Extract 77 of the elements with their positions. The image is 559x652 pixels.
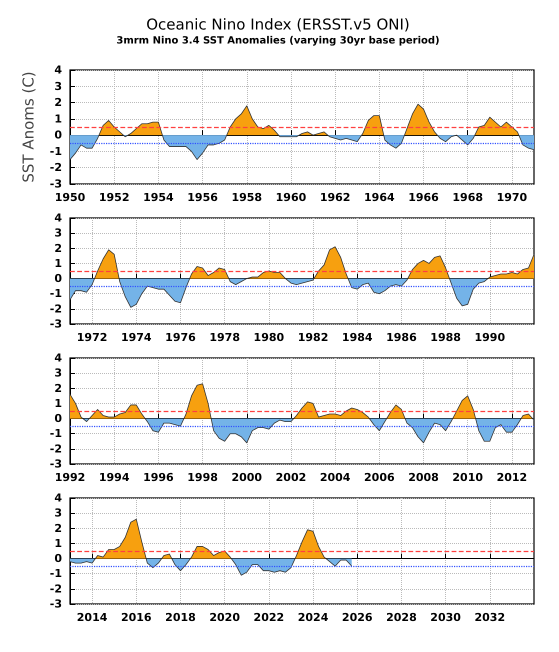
x-tick-label: 1956 <box>187 191 218 204</box>
x-tick-label: 2008 <box>408 471 439 484</box>
y-tick-label: 3 <box>54 506 62 520</box>
x-tick-label: 1966 <box>408 191 440 204</box>
x-tick-label: 2014 <box>76 611 108 624</box>
y-tick-label: 3 <box>54 80 62 93</box>
x-tick-label: 2012 <box>496 471 528 484</box>
x-tick-label: 2000 <box>231 471 262 484</box>
y-tick-label: 1 <box>54 256 62 270</box>
x-tick-label: 1976 <box>165 331 196 344</box>
x-tick-label: 1952 <box>98 191 130 204</box>
x-tick-label: 2006 <box>364 471 395 484</box>
chart-title: Oceanic Nino Index (ERSST.v5 ONI) <box>146 16 410 34</box>
y-axis-title: SST Anoms (C) <box>20 71 38 183</box>
x-tick-label: 1950 <box>54 191 86 204</box>
y-tick-label: 4 <box>54 212 62 224</box>
y-tick-label: 0 <box>54 552 62 566</box>
x-tick-label: 2004 <box>320 471 351 484</box>
y-tick-label: -3 <box>50 178 62 190</box>
y-tick-label: 0 <box>54 412 62 426</box>
x-tick-label: 1974 <box>120 331 152 344</box>
y-tick-label: 2 <box>54 522 62 535</box>
x-tick-label: 2002 <box>276 471 306 484</box>
x-tick-label: 1986 <box>386 331 418 344</box>
y-tick-label: 2 <box>54 242 62 255</box>
y-tick-label: -2 <box>50 442 62 456</box>
x-tick-label: 2024 <box>298 611 329 624</box>
x-tick-label: 1958 <box>231 191 262 204</box>
y-tick-label: 4 <box>54 64 62 76</box>
y-tick-label: -3 <box>50 318 62 330</box>
x-tick-label: 2020 <box>209 611 240 624</box>
x-tick-label: 2032 <box>474 611 506 624</box>
y-tick-label: 0 <box>54 272 62 286</box>
x-tick-label: 1962 <box>320 191 350 204</box>
y-tick-label: -1 <box>50 427 62 440</box>
x-tick-label: 1990 <box>474 331 506 344</box>
x-tick-label: 1996 <box>143 471 174 484</box>
x-tick-label: 1978 <box>209 331 240 344</box>
x-tick-label: 1968 <box>452 191 484 204</box>
y-tick-label: 1 <box>54 536 62 550</box>
x-tick-label: 2016 <box>120 611 152 624</box>
y-tick-label: -1 <box>50 567 62 580</box>
y-tick-label: 0 <box>54 128 62 142</box>
x-tick-label: 1988 <box>430 331 461 344</box>
y-tick-label: -2 <box>50 302 62 316</box>
x-tick-label: 2028 <box>386 611 417 624</box>
x-tick-label: 2026 <box>342 611 373 624</box>
x-tick-label: 1970 <box>496 191 528 204</box>
x-tick-label: 1980 <box>254 331 285 344</box>
y-tick-label: 1 <box>54 112 62 126</box>
x-tick-label: 1972 <box>76 331 108 344</box>
y-tick-label: 2 <box>54 96 62 110</box>
y-tick-label: -3 <box>50 598 62 610</box>
chart-subtitle: 3mrm Nino 3.4 SST Anomalies (varying 30yr base period) <box>116 36 440 46</box>
x-tick-label: 2010 <box>452 471 484 484</box>
y-tick-label: -3 <box>50 458 62 470</box>
y-tick-label: 3 <box>54 226 62 240</box>
y-tick-label: 4 <box>54 352 62 364</box>
x-tick-label: 2022 <box>254 611 284 624</box>
y-tick-label: -1 <box>50 144 62 158</box>
x-tick-label: 2030 <box>430 611 462 624</box>
y-tick-label: 2 <box>54 382 62 395</box>
x-tick-label: 1960 <box>276 191 307 204</box>
y-tick-label: -1 <box>50 287 62 300</box>
y-tick-label: 1 <box>54 396 62 410</box>
x-tick-label: 1998 <box>187 471 218 484</box>
x-tick-label: 1954 <box>143 191 174 204</box>
x-tick-label: 1964 <box>364 191 395 204</box>
x-tick-label: 1992 <box>54 471 86 484</box>
y-tick-label: -2 <box>50 582 62 596</box>
x-tick-label: 2018 <box>165 611 196 624</box>
y-tick-label: 4 <box>54 492 62 504</box>
y-tick-label: 3 <box>54 366 62 380</box>
x-tick-label: 1994 <box>98 471 130 484</box>
x-tick-label: 1982 <box>298 331 328 344</box>
x-tick-label: 1984 <box>342 331 373 344</box>
y-tick-label: -2 <box>50 161 62 174</box>
